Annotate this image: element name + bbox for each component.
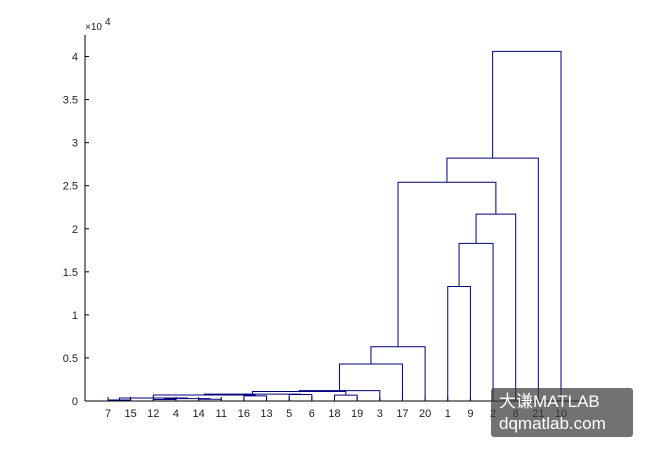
y-tick-label: 2.5 — [63, 181, 78, 193]
leaf-label-19: 19 — [351, 408, 363, 420]
y-tick-label: 3 — [72, 138, 78, 150]
leaf-label-14: 14 — [192, 408, 204, 420]
leaf-label-6: 6 — [309, 408, 315, 420]
watermark-line-2: dqmatlab.com — [499, 414, 606, 433]
dendrogram-link — [152, 394, 256, 398]
watermark-badge: 大谦MATLAB dqmatlab.com — [491, 388, 633, 437]
dendrogram-link — [492, 50, 562, 401]
leaf-label-5: 5 — [286, 408, 292, 420]
leaf-label-7: 7 — [105, 408, 111, 420]
dendrogram-link — [203, 393, 302, 395]
dendrogram-link — [458, 242, 494, 401]
y-tick-label: 0.5 — [63, 353, 78, 365]
leaf-label-12: 12 — [147, 408, 159, 420]
dendrogram-link — [288, 393, 313, 401]
leaf-label-17: 17 — [396, 408, 408, 420]
dendrogram-link — [475, 213, 517, 401]
y-tick-label: 2 — [72, 224, 78, 236]
dendrogram-link — [198, 398, 222, 401]
leaf-label-15: 15 — [125, 408, 137, 420]
dendrogram-link — [334, 394, 358, 401]
dendrogram-link — [164, 398, 211, 400]
leaf-label-1: 1 — [445, 408, 451, 420]
dendrogram-link — [243, 395, 268, 401]
leaf-label-16: 16 — [238, 408, 250, 420]
y-tick-label: 1 — [72, 310, 78, 322]
dendrogram-link — [298, 390, 381, 401]
y-tick-label: 1.5 — [63, 267, 78, 279]
dendrogram-link — [118, 397, 188, 400]
leaf-label-18: 18 — [328, 408, 340, 420]
leaf-label-4: 4 — [173, 408, 179, 420]
dendrogram-link — [370, 346, 426, 401]
leaf-label-9: 9 — [467, 408, 473, 420]
y-tick-label: 4 — [72, 52, 78, 64]
y-tick-label: 0 — [72, 396, 78, 408]
watermark-line-1: 大谦MATLAB — [499, 392, 600, 411]
y-exponent-power: 4 — [105, 17, 111, 28]
leaf-label-13: 13 — [260, 408, 272, 420]
leaf-label-20: 20 — [419, 408, 431, 420]
dendrogram-link — [107, 399, 132, 401]
dendrogram-link — [447, 285, 471, 401]
y-tick-label: 3.5 — [63, 95, 78, 107]
leaf-label-3: 3 — [377, 408, 383, 420]
leaf-label-11: 11 — [216, 408, 227, 420]
dendrogram-link — [397, 181, 497, 347]
y-exponent-label: ×10 — [85, 22, 102, 33]
